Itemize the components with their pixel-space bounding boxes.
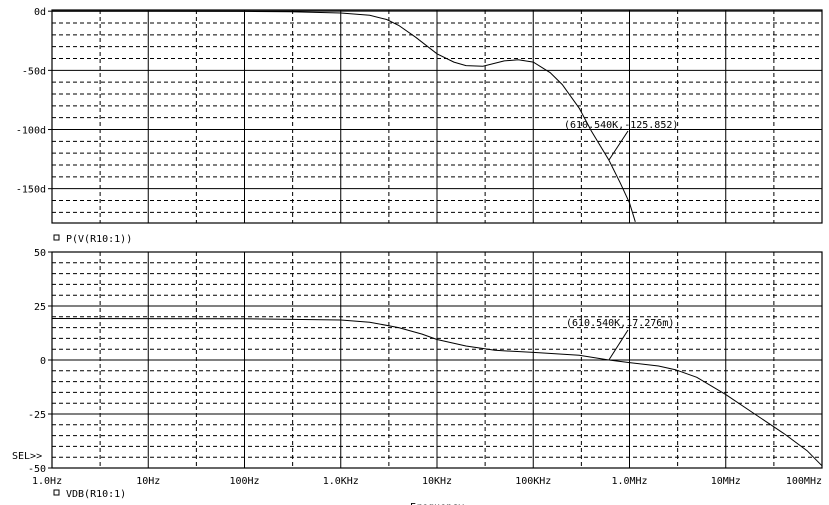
y-tick-label: 25	[34, 302, 46, 313]
annotation-label: (610.540K,-125.852)	[564, 120, 678, 131]
y-tick-label: -50	[28, 464, 46, 475]
x-tick-label: 1.0KHz	[323, 476, 359, 487]
sel-marker: SEL>>	[12, 451, 42, 462]
x-tick-label: 10MHz	[711, 476, 741, 487]
series-line	[52, 10, 636, 222]
legend-label: VDB(R10:1)	[66, 489, 126, 500]
y-tick-label: -150d	[16, 185, 46, 196]
x-tick-label: 100KHz	[515, 476, 551, 487]
x-tick-label: 1.0Hz	[32, 476, 62, 487]
x-tick-label: 100Hz	[229, 476, 259, 487]
phase-plot: 0d -50d -100d -150d (610.540K,-125.852) P(V(R…	[16, 7, 823, 245]
x-axis-title: Frequency	[410, 502, 464, 505]
y-tick-label: -25	[28, 410, 46, 421]
annotation-leader	[608, 329, 629, 361]
x-tick-label: 100MHz	[786, 476, 822, 487]
legend-marker	[53, 234, 60, 241]
plot-frame	[51, 9, 823, 224]
x-tick-label: 10Hz	[136, 476, 160, 487]
y-tick-label: 0	[40, 356, 46, 367]
annotation-leader	[608, 130, 629, 161]
series-line	[51, 318, 823, 467]
legend-label: P(V(R10:1))	[66, 234, 132, 245]
legend-marker	[53, 489, 60, 496]
x-axis: 1.0Hz 10Hz 100Hz 1.0KHz 10KHz 100KHz 1.0MHz 10M…	[32, 476, 822, 505]
magnitude-plot: 50 25 0 -25 -50 (610.540K,17.276m) SEL>>	[12, 248, 823, 475]
y-tick-label: 0d	[34, 7, 46, 18]
y-tick-label: 50	[34, 248, 46, 259]
y-tick-label: -100d	[16, 126, 46, 137]
x-tick-label: 10KHz	[422, 476, 452, 487]
x-tick-label: 1.0MHz	[611, 476, 647, 487]
y-tick-label: -50d	[22, 66, 46, 77]
annotation-label: (610.540K,17.276m)	[566, 318, 674, 329]
